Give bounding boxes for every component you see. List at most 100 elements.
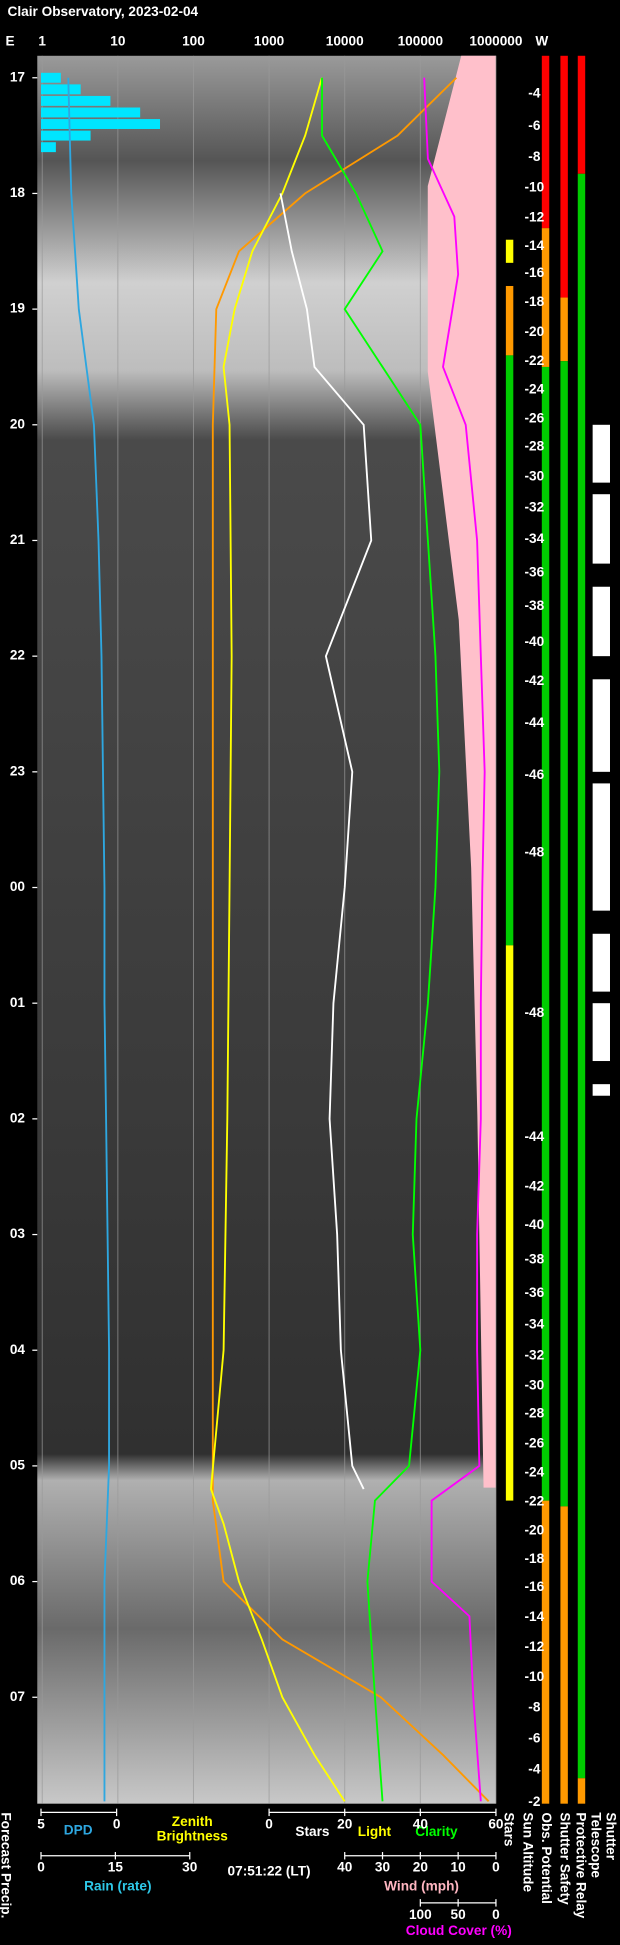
sun-altitude-label: -44 bbox=[525, 715, 545, 730]
status-segment bbox=[592, 1084, 610, 1096]
top-tick-label: 10 bbox=[110, 34, 126, 49]
status-segment bbox=[541, 55, 550, 229]
precip-bar bbox=[40, 130, 91, 141]
time-tick-label: 00 bbox=[10, 879, 26, 894]
time-tick-label: 18 bbox=[10, 185, 26, 200]
clarity-label: Clarity bbox=[415, 1824, 458, 1839]
sun-altitude-label: -48 bbox=[525, 844, 545, 859]
precip-bar bbox=[40, 84, 81, 95]
sun-altitude-label: -44 bbox=[525, 1129, 545, 1144]
precip-bar bbox=[40, 95, 111, 106]
top-tick-label: 1000000 bbox=[469, 34, 522, 49]
status-segment bbox=[577, 1778, 586, 1804]
time-tick-label: 07 bbox=[10, 1689, 25, 1704]
top-tick-label: 1000 bbox=[254, 34, 285, 49]
sun-altitude-label: -22 bbox=[525, 353, 545, 368]
sun-altitude-label: -30 bbox=[525, 468, 545, 483]
time-tick-label: 03 bbox=[10, 1226, 26, 1241]
status-segment bbox=[505, 945, 514, 1501]
sun-altitude-label: -42 bbox=[525, 673, 545, 688]
precip-label: Forecast Precip. bbox=[0, 1812, 13, 1918]
sun-altitude-label: -14 bbox=[525, 1609, 545, 1624]
sun-altitude-label: -4 bbox=[528, 86, 541, 101]
axis-tick-label: 0 bbox=[113, 1816, 121, 1831]
axis-label: Rain (rate) bbox=[84, 1878, 151, 1893]
time-tick-label: 17 bbox=[10, 69, 25, 84]
sun-altitude-label: -30 bbox=[525, 1378, 545, 1393]
sun-altitude-label: -48 bbox=[525, 1005, 545, 1020]
axis-label: Cloud Cover (%) bbox=[406, 1923, 512, 1938]
sun-altitude-label: -10 bbox=[525, 1669, 545, 1684]
series-line bbox=[210, 77, 346, 1802]
time-tick-label: 01 bbox=[10, 995, 26, 1010]
sun-altitude-label: -36 bbox=[525, 564, 545, 579]
status-segment bbox=[577, 173, 586, 1779]
sun-altitude-label: -38 bbox=[525, 1252, 545, 1267]
light-label: Light bbox=[358, 1824, 392, 1839]
sun-altitude-label: -40 bbox=[525, 1217, 545, 1232]
status-segment bbox=[505, 285, 514, 356]
axis-label: Stars bbox=[295, 1824, 330, 1839]
time-tick-label: 04 bbox=[10, 1342, 26, 1357]
sun-altitude-label: -32 bbox=[525, 500, 545, 515]
time-tick-label: 20 bbox=[10, 416, 26, 431]
sun-altitude-label: -4 bbox=[528, 1762, 541, 1777]
sun-altitude-label: -36 bbox=[525, 1285, 545, 1300]
status-segment bbox=[592, 783, 610, 911]
axis-tick-label: 40 bbox=[413, 1816, 429, 1831]
sun-altitude-label: -34 bbox=[525, 1316, 545, 1331]
sun-altitude-label: -34 bbox=[525, 531, 545, 546]
status-segment bbox=[592, 1003, 610, 1062]
sun-altitude-label: -26 bbox=[525, 411, 545, 426]
top-tick-label: 1 bbox=[38, 34, 46, 49]
series-line bbox=[321, 77, 441, 1802]
status-segment bbox=[560, 361, 568, 1507]
sun-altitude-label: -18 bbox=[525, 294, 545, 309]
top-tick-label: 100000 bbox=[398, 34, 444, 49]
series-line bbox=[67, 77, 110, 1802]
sun-altitude-label: -6 bbox=[528, 1730, 541, 1745]
sun-altitude-label: -6 bbox=[528, 118, 541, 133]
status-segment bbox=[541, 228, 550, 367]
top-tick-label: 10000 bbox=[326, 34, 364, 49]
status-segment bbox=[560, 1506, 568, 1804]
sun-altitude-label: -10 bbox=[525, 179, 545, 194]
axis-tick-label: 100 bbox=[409, 1907, 432, 1922]
sun-altitude-label: -20 bbox=[525, 324, 545, 339]
axis-tick-label: 20 bbox=[337, 1816, 353, 1831]
axis-tick-label: 0 bbox=[492, 1860, 500, 1875]
chart-title: Clair Observatory, 2023-02-04 bbox=[8, 4, 199, 19]
axis-tick-label: 30 bbox=[375, 1860, 391, 1875]
status-segment bbox=[560, 55, 568, 298]
telescope-label: Telescope bbox=[589, 1812, 604, 1878]
axis-tick-label: 30 bbox=[182, 1860, 198, 1875]
precip-bar bbox=[40, 119, 161, 129]
column-label: Protective Relay bbox=[574, 1812, 589, 1918]
precip-bar bbox=[40, 107, 141, 118]
status-segment bbox=[592, 933, 610, 992]
column-label: Obs. Potential bbox=[539, 1812, 554, 1904]
precip-bar bbox=[40, 142, 56, 153]
precip-bar bbox=[40, 72, 61, 83]
west-label: W bbox=[535, 34, 548, 49]
axis-tick-label: 0 bbox=[492, 1907, 500, 1922]
sun-altitude-label: -46 bbox=[525, 767, 545, 782]
status-segment bbox=[505, 239, 514, 263]
zenith-label: Zenith bbox=[172, 1814, 213, 1829]
sun-altitude-label: -16 bbox=[525, 265, 545, 280]
status-segment bbox=[577, 55, 586, 174]
axis-tick-label: 5 bbox=[37, 1816, 45, 1831]
pink-area bbox=[427, 55, 496, 1488]
status-segment bbox=[560, 297, 568, 362]
time-tick-label: 21 bbox=[10, 532, 26, 547]
column-label: Shutter Safety bbox=[558, 1812, 573, 1905]
column-label: Stars bbox=[502, 1812, 517, 1847]
sun-altitude-label: -8 bbox=[528, 149, 541, 164]
sun-altitude-label: -12 bbox=[525, 1639, 545, 1654]
sun-altitude-label: -24 bbox=[525, 1464, 545, 1479]
zenith-label: Brightness bbox=[157, 1829, 229, 1844]
sun-altitude-label: -26 bbox=[525, 1436, 545, 1451]
sun-altitude-label: -42 bbox=[525, 1179, 545, 1194]
time-tick-label: 23 bbox=[10, 763, 26, 778]
axis-tick-label: 40 bbox=[337, 1860, 353, 1875]
